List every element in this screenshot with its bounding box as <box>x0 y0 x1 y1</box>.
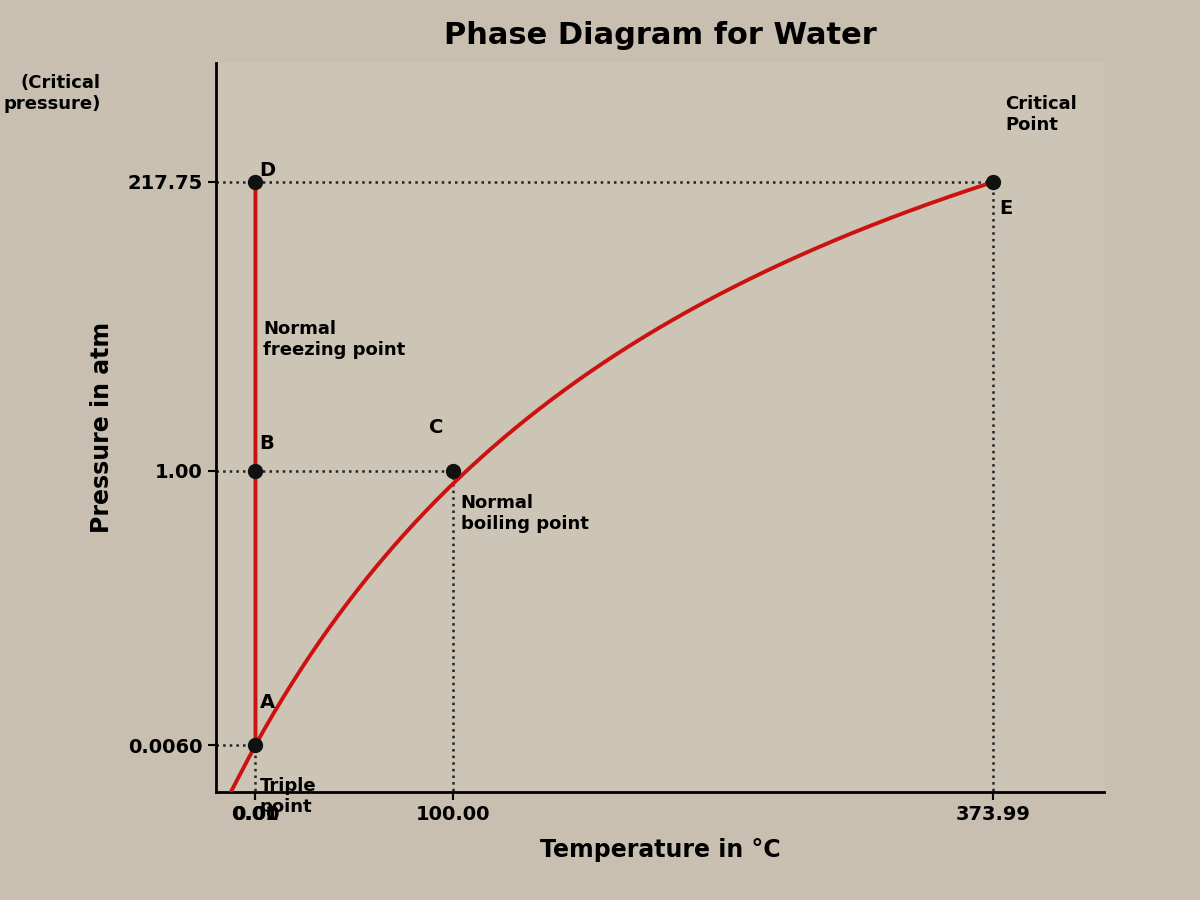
Text: Triple
point: Triple point <box>259 777 316 816</box>
Text: A: A <box>259 693 275 712</box>
Text: E: E <box>1000 199 1013 218</box>
Y-axis label: Pressure in atm: Pressure in atm <box>90 322 114 533</box>
Title: Phase Diagram for Water: Phase Diagram for Water <box>444 21 876 50</box>
Text: Normal
boiling point: Normal boiling point <box>461 494 588 533</box>
Text: Critical
Point: Critical Point <box>1006 95 1078 134</box>
Text: B: B <box>259 434 274 453</box>
Text: Normal
freezing point: Normal freezing point <box>263 320 406 359</box>
Text: (Critical
pressure): (Critical pressure) <box>4 74 101 112</box>
X-axis label: Temperature in °C: Temperature in °C <box>540 838 780 862</box>
Text: C: C <box>430 418 444 437</box>
Text: D: D <box>259 161 276 180</box>
